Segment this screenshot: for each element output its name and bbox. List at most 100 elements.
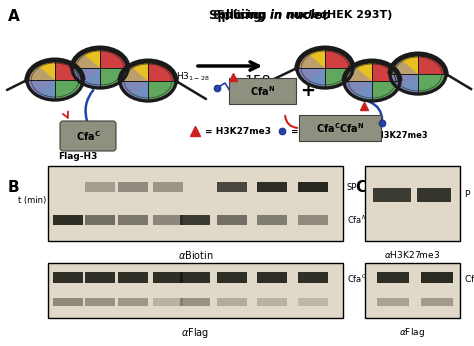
Text: Cfa$^C$: Cfa$^C$ xyxy=(347,272,367,285)
Bar xyxy=(377,272,409,283)
Bar xyxy=(257,272,287,283)
Polygon shape xyxy=(72,53,100,83)
Text: Cfa$^N$: Cfa$^N$ xyxy=(347,214,367,226)
Bar xyxy=(118,182,148,192)
Bar xyxy=(48,263,343,318)
Text: 0: 0 xyxy=(192,195,198,204)
Text: P: P xyxy=(464,190,469,199)
Bar xyxy=(85,182,115,192)
Text: t (min): t (min) xyxy=(18,195,46,204)
Bar xyxy=(48,166,343,241)
Bar xyxy=(373,188,411,201)
Text: Splicing: Splicing xyxy=(217,10,270,20)
Polygon shape xyxy=(325,48,353,68)
Text: 0: 0 xyxy=(65,195,71,204)
Bar xyxy=(118,272,148,283)
Bar xyxy=(153,215,183,225)
FancyBboxPatch shape xyxy=(229,78,296,104)
Text: B: B xyxy=(8,180,19,195)
Polygon shape xyxy=(390,59,418,89)
Text: Cfa$^\mathbf{N}$: Cfa$^\mathbf{N}$ xyxy=(250,84,275,98)
Bar xyxy=(85,215,115,225)
Bar xyxy=(377,298,409,306)
Bar xyxy=(417,188,451,201)
Bar xyxy=(153,298,183,306)
Bar xyxy=(85,272,115,283)
Bar xyxy=(85,298,115,306)
Text: $\alpha$Flag: $\alpha$Flag xyxy=(182,326,210,340)
Bar xyxy=(365,263,460,318)
Bar xyxy=(257,182,287,192)
Bar xyxy=(53,272,83,283)
Polygon shape xyxy=(297,53,325,83)
Text: = Biotin: = Biotin xyxy=(291,127,332,136)
Polygon shape xyxy=(297,68,325,88)
Text: Splicing: Splicing xyxy=(209,9,265,22)
Polygon shape xyxy=(372,61,400,81)
Polygon shape xyxy=(325,68,353,88)
Text: A: A xyxy=(8,9,20,24)
Text: 158: 158 xyxy=(245,74,271,88)
Polygon shape xyxy=(120,81,148,101)
Bar xyxy=(365,166,460,241)
Polygon shape xyxy=(27,60,55,80)
Text: WT: WT xyxy=(382,179,398,188)
Bar xyxy=(298,182,328,192)
Text: 60: 60 xyxy=(266,195,278,204)
Polygon shape xyxy=(148,81,176,101)
FancyBboxPatch shape xyxy=(60,121,116,151)
Polygon shape xyxy=(120,61,148,81)
Text: in nucleo: in nucleo xyxy=(270,9,330,22)
Bar xyxy=(257,298,287,306)
Text: Flag-H3: Flag-H3 xyxy=(58,152,98,161)
Polygon shape xyxy=(344,81,372,101)
Bar xyxy=(217,215,247,225)
Bar xyxy=(217,298,247,306)
Bar xyxy=(421,272,453,283)
Polygon shape xyxy=(148,61,176,81)
Bar xyxy=(53,298,83,306)
Polygon shape xyxy=(27,65,55,95)
Polygon shape xyxy=(27,80,55,100)
Bar xyxy=(118,215,148,225)
Bar xyxy=(217,272,247,283)
Bar xyxy=(153,182,183,192)
Bar xyxy=(421,298,453,306)
Text: GEP: GEP xyxy=(417,179,437,188)
Polygon shape xyxy=(72,48,100,68)
Text: 120: 120 xyxy=(159,195,177,204)
Polygon shape xyxy=(297,48,325,68)
Text: Cfa$^C$: Cfa$^C$ xyxy=(464,272,474,285)
Text: $\alpha$Flag: $\alpha$Flag xyxy=(400,326,426,339)
Bar xyxy=(53,215,83,225)
Bar xyxy=(257,215,287,225)
Text: +: + xyxy=(301,82,316,100)
Polygon shape xyxy=(72,68,100,88)
Polygon shape xyxy=(55,80,83,100)
Bar xyxy=(217,182,247,192)
Text: $\alpha$H3K27me3: $\alpha$H3K27me3 xyxy=(384,249,441,260)
Bar xyxy=(298,215,328,225)
Text: WT Intein: WT Intein xyxy=(93,179,143,188)
Polygon shape xyxy=(390,74,418,94)
Polygon shape xyxy=(344,66,372,96)
Text: (HEK 293T): (HEK 293T) xyxy=(318,10,392,20)
Text: Splicing: Splicing xyxy=(209,9,265,22)
Polygon shape xyxy=(100,48,128,68)
Text: = H3K27me3: = H3K27me3 xyxy=(205,127,271,136)
Text: Cfa$^\mathbf{C}$: Cfa$^\mathbf{C}$ xyxy=(76,129,100,143)
Text: SP: SP xyxy=(347,182,357,191)
Text: 30: 30 xyxy=(226,195,238,204)
Bar xyxy=(153,272,183,283)
Polygon shape xyxy=(390,54,418,74)
Polygon shape xyxy=(418,54,446,74)
Text: C: C xyxy=(355,180,366,195)
Polygon shape xyxy=(55,60,83,80)
Polygon shape xyxy=(418,74,446,94)
Polygon shape xyxy=(100,68,128,88)
Polygon shape xyxy=(372,81,400,101)
Text: 60: 60 xyxy=(127,195,139,204)
Text: Biotin-H3K27me3: Biotin-H3K27me3 xyxy=(346,131,428,140)
Bar xyxy=(118,298,148,306)
Text: 120: 120 xyxy=(304,195,322,204)
